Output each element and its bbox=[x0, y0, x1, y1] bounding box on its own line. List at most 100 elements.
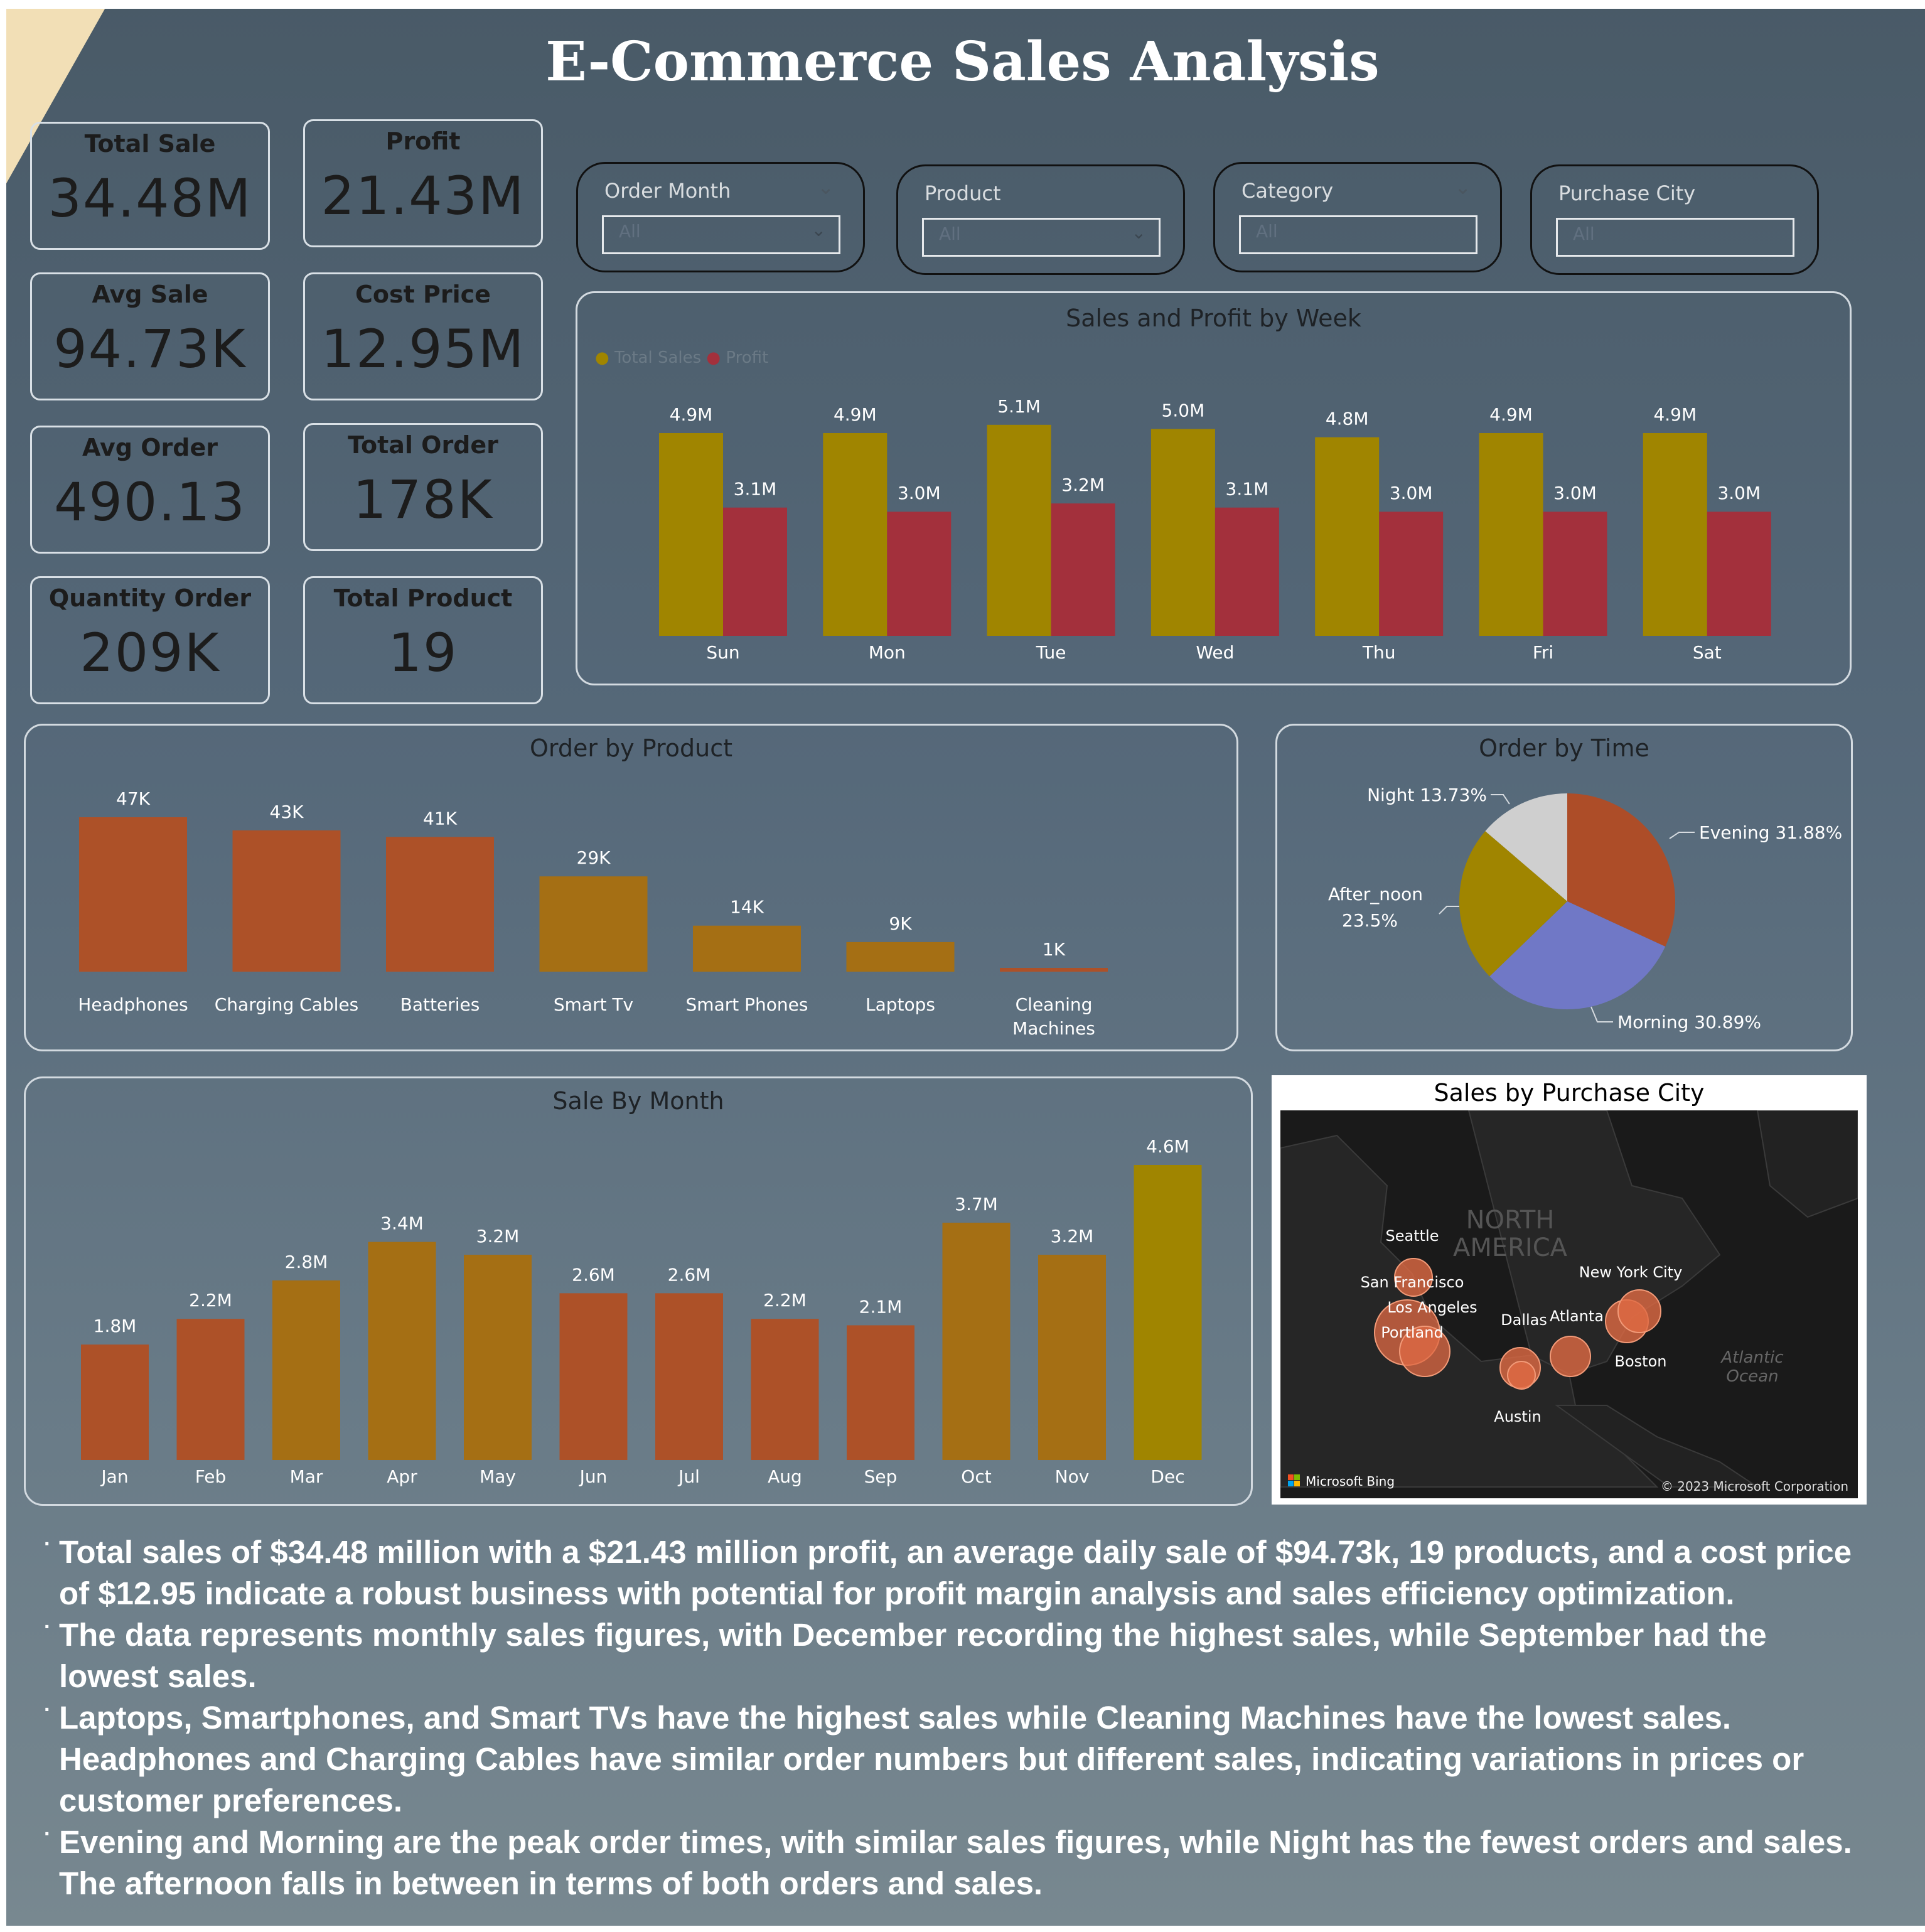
kpi-total-order: Total Order 178K bbox=[303, 423, 543, 551]
chart-title: Sales and Profit by Week bbox=[1066, 304, 1361, 332]
insight-text: The data represents monthly sales figure… bbox=[59, 1617, 1767, 1694]
data-label: 2.6M bbox=[572, 1264, 615, 1285]
week-bar-sales bbox=[1150, 429, 1215, 636]
pie-label: After_noon bbox=[1328, 884, 1423, 904]
kpi-value: 209K bbox=[80, 622, 220, 684]
left-edge bbox=[0, 0, 6, 1932]
data-label: 41K bbox=[423, 808, 458, 829]
data-label: 3.4M bbox=[380, 1213, 424, 1234]
kpi-value: 178K bbox=[353, 469, 493, 530]
kpi-quantity-order: Quantity Order 209K bbox=[30, 576, 270, 704]
leader-line bbox=[1669, 832, 1695, 839]
chevron-down-icon[interactable]: ⌄ bbox=[1454, 175, 1471, 199]
chevron-down-icon[interactable]: ⌄ bbox=[817, 175, 834, 199]
month-bar bbox=[847, 1325, 914, 1460]
corner-accent bbox=[0, 0, 110, 195]
region-label: AMERICA bbox=[1453, 1233, 1568, 1262]
kpi-label: Total Product bbox=[333, 584, 513, 612]
week-bar-profit bbox=[1215, 507, 1279, 636]
top-edge bbox=[0, 0, 1925, 9]
city-bubble[interactable] bbox=[1399, 1326, 1450, 1377]
slicer-dropdown[interactable]: All ⌄ bbox=[602, 215, 840, 254]
week-bar-profit bbox=[1379, 512, 1444, 636]
city-label: Dallas bbox=[1501, 1311, 1547, 1329]
x-tick-label: Laptops bbox=[866, 994, 935, 1015]
week-bar-profit bbox=[1543, 512, 1607, 636]
week-bar-profit bbox=[723, 507, 787, 636]
slicer-dropdown[interactable]: All ⌄ bbox=[922, 218, 1161, 257]
product-bar bbox=[693, 925, 801, 972]
data-label: 3.1M bbox=[734, 479, 777, 500]
data-label: 2.1M bbox=[859, 1296, 903, 1317]
time-chart-panel: Order by Time Evening 31.88% Morning 30.8… bbox=[1275, 724, 1853, 1051]
slicer-dropdown[interactable]: All bbox=[1239, 215, 1477, 254]
slicer-product[interactable]: Product All ⌄ bbox=[896, 164, 1185, 275]
slicer-title: Product bbox=[925, 181, 1001, 205]
slicer-category[interactable]: Category ⌄ All bbox=[1213, 162, 1502, 272]
x-tick-label: Aug bbox=[768, 1466, 802, 1487]
kpi-profit: Profit 21.43M bbox=[303, 119, 543, 247]
kpi-label: Total Order bbox=[348, 431, 498, 459]
kpi-value: 34.48M bbox=[48, 168, 252, 229]
x-tick-label: Oct bbox=[961, 1466, 991, 1487]
month-bar bbox=[464, 1255, 532, 1460]
bottom-edge bbox=[0, 1926, 1925, 1932]
kpi-label: Avg Order bbox=[82, 434, 218, 461]
city-bubble[interactable] bbox=[1617, 1289, 1661, 1333]
kpi-value: 19 bbox=[388, 622, 458, 684]
x-tick-label: Wed bbox=[1196, 642, 1234, 663]
slicer-title: Category bbox=[1241, 179, 1334, 203]
insight-text: Evening and Morning are the peak order t… bbox=[59, 1824, 1852, 1901]
data-label: 1K bbox=[1043, 939, 1066, 960]
data-label: 3.2M bbox=[1051, 1226, 1094, 1247]
city-bubble[interactable] bbox=[1394, 1258, 1433, 1297]
slicer-order-month[interactable]: Order Month ⌄ All ⌄ bbox=[576, 162, 865, 272]
kpi-label: Profit bbox=[385, 127, 461, 155]
x-tick-label: Feb bbox=[195, 1466, 227, 1487]
month-bar bbox=[655, 1293, 723, 1460]
chart-title: Order by Time bbox=[1479, 734, 1649, 762]
slicer-title: Order Month bbox=[604, 179, 731, 203]
data-label: 3.2M bbox=[476, 1226, 520, 1247]
pie-slice bbox=[1567, 793, 1675, 947]
city-map[interactable]: NORTH AMERICA Atlantic Ocean Seattle San… bbox=[1280, 1110, 1858, 1498]
x-tick-label: Smart Phones bbox=[686, 994, 808, 1015]
leader-line bbox=[1439, 906, 1459, 915]
insight-item: · Total sales of $34.48 million with a $2… bbox=[44, 1532, 1864, 1614]
data-label: 4.8M bbox=[1326, 409, 1369, 429]
x-tick-label: Cleaning bbox=[1016, 994, 1093, 1015]
map-copyright: © 2023 Microsoft Corporation bbox=[1661, 1479, 1848, 1494]
product-bar bbox=[232, 830, 341, 972]
x-tick-label: Jan bbox=[100, 1466, 128, 1487]
x-tick-label: Batteries bbox=[400, 994, 480, 1015]
kpi-label: Cost Price bbox=[355, 281, 491, 308]
x-tick-label: May bbox=[480, 1466, 516, 1487]
region-label: NORTH bbox=[1466, 1206, 1555, 1235]
ocean-label: Ocean bbox=[1726, 1367, 1778, 1386]
product-bar bbox=[79, 817, 187, 972]
slicer-title: Purchase City bbox=[1558, 181, 1696, 205]
city-bubble[interactable] bbox=[1550, 1336, 1591, 1377]
kpi-label: Total Sale bbox=[84, 130, 216, 158]
kpi-total-product: Total Product 19 bbox=[303, 576, 543, 704]
slicer-dropdown[interactable]: All bbox=[1556, 218, 1794, 257]
leader-line bbox=[1590, 1006, 1613, 1022]
slicer-purchase-city[interactable]: Purchase City All bbox=[1530, 164, 1819, 275]
insight-item: · Evening and Morning are the peak order … bbox=[44, 1822, 1864, 1904]
city-label: Austin bbox=[1494, 1408, 1541, 1425]
data-label: 3.1M bbox=[1226, 479, 1269, 500]
legend-label: Total Sales bbox=[614, 348, 702, 367]
city-label: Atlanta bbox=[1550, 1307, 1604, 1325]
product-bar bbox=[539, 876, 648, 972]
x-tick-label: Fri bbox=[1533, 642, 1553, 663]
city-bubble[interactable] bbox=[1507, 1361, 1536, 1390]
insight-text: Total sales of $34.48 million with a $21… bbox=[59, 1534, 1852, 1611]
kpi-value: 12.95M bbox=[321, 318, 525, 380]
land-shape bbox=[1756, 1110, 1858, 1218]
kpi-cost-price: Cost Price 12.95M bbox=[303, 272, 543, 400]
bullet-icon: · bbox=[44, 1698, 51, 1722]
week-bar-profit bbox=[1707, 512, 1771, 636]
week-chart: 4.9M 3.1M Sun 4.9M 3.0M Mon 5.1M 3.2M Tue 5.0M 3.1… bbox=[659, 396, 1771, 663]
slicer-value: All bbox=[1573, 223, 1595, 244]
city-map-panel: Sales by Purchase City NORTH AMERICA Atl… bbox=[1272, 1075, 1867, 1505]
